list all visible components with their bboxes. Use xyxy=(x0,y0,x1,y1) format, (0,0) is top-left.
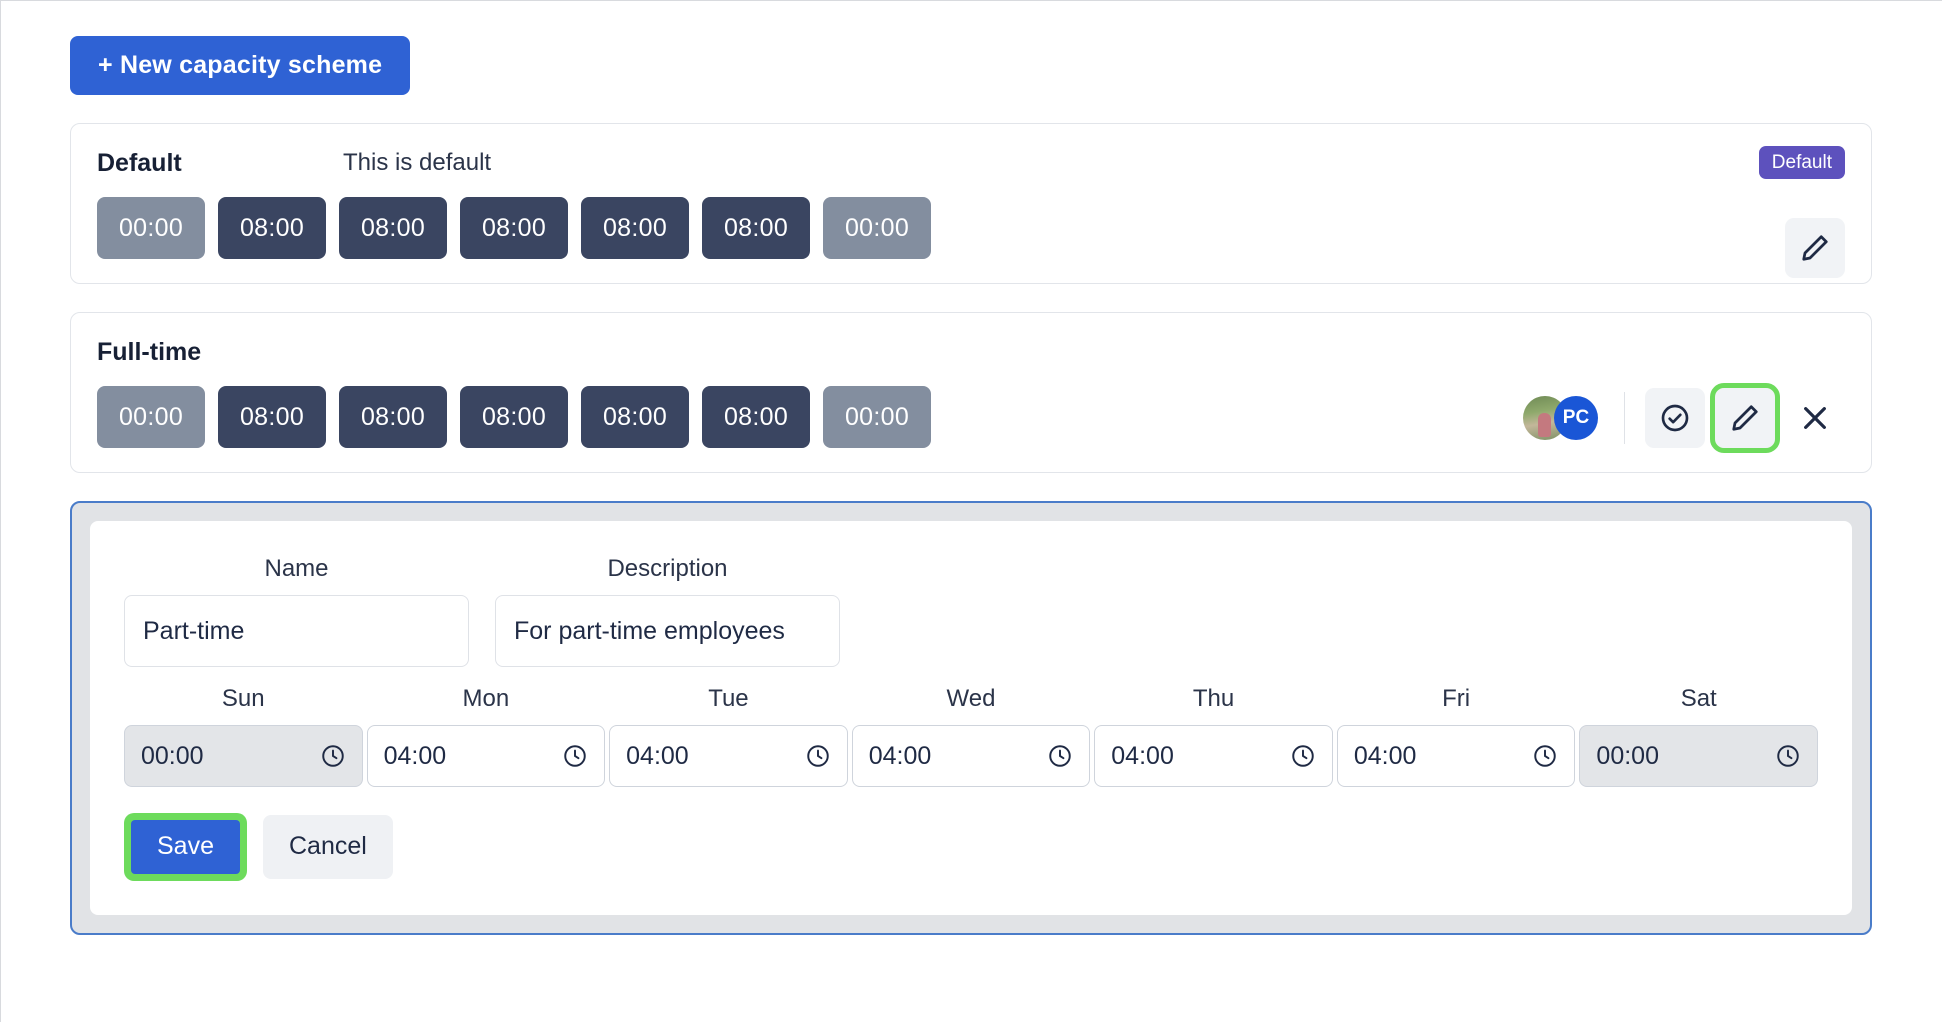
time-value: 04:00 xyxy=(868,741,932,770)
clock-icon[interactable] xyxy=(1047,743,1073,769)
capacity-chip: 08:00 xyxy=(339,386,447,448)
save-button-highlight: Save xyxy=(124,813,247,881)
form-action-buttons: Save Cancel xyxy=(124,813,1818,881)
day-label: Sat xyxy=(1680,685,1717,712)
scheme-header: Default This is default xyxy=(97,146,1845,180)
page-left-border xyxy=(0,0,1,1022)
time-value: 04:00 xyxy=(1111,741,1174,770)
capacity-chip: 08:00 xyxy=(581,386,689,448)
day-label: Wed xyxy=(946,685,996,712)
clock-icon[interactable] xyxy=(320,743,346,769)
scheme-edit-panel: Name Description Sun 00:00 xyxy=(70,501,1872,935)
day-capacity-chips: 00:00 08:00 08:00 08:00 08:00 08:00 00:0… xyxy=(97,197,1845,259)
apply-scheme-button[interactable] xyxy=(1645,388,1705,448)
capacity-chip: 08:00 xyxy=(702,386,810,448)
name-label: Name xyxy=(264,555,329,582)
day-column-tue: Tue 04:00 xyxy=(609,685,848,787)
scheme-header: Full-time xyxy=(97,335,1845,369)
capacity-chip: 08:00 xyxy=(460,197,568,259)
clock-icon[interactable] xyxy=(1290,743,1316,769)
close-icon xyxy=(1799,402,1831,434)
capacity-chip: 00:00 xyxy=(823,197,931,259)
time-input-sat[interactable]: 00:00 xyxy=(1579,725,1818,787)
day-column-wed: Wed 04:00 xyxy=(851,685,1091,787)
clock-icon[interactable] xyxy=(562,743,588,769)
save-button[interactable]: Save xyxy=(131,820,240,874)
capacity-chip: 08:00 xyxy=(702,197,810,259)
time-input-thu[interactable]: 04:00 xyxy=(1094,725,1333,787)
day-column-fri: Fri 04:00 xyxy=(1336,685,1576,787)
scheme-description: This is default xyxy=(343,149,492,176)
description-field-group: Description xyxy=(495,555,840,667)
capacity-schemes-page: + New capacity scheme Default This is de… xyxy=(70,36,1872,935)
time-input-wed[interactable]: 04:00 xyxy=(851,725,1091,787)
capacity-chip: 08:00 xyxy=(339,197,447,259)
pencil-icon xyxy=(1800,233,1830,263)
capacity-chip: 08:00 xyxy=(218,386,326,448)
edit-scheme-button[interactable] xyxy=(1785,218,1845,278)
scheme-row-controls: PC xyxy=(1523,383,1845,453)
name-field-group: Name xyxy=(124,555,469,667)
capacity-chip: 00:00 xyxy=(97,197,205,259)
default-status-badge: Default xyxy=(1758,146,1845,179)
assigned-users-avatars[interactable]: PC xyxy=(1523,396,1598,440)
time-input-fri[interactable]: 04:00 xyxy=(1336,725,1576,787)
day-label: Mon xyxy=(462,685,510,712)
time-value: 04:00 xyxy=(626,741,689,770)
clock-icon[interactable] xyxy=(1532,743,1558,769)
capacity-chip: 08:00 xyxy=(218,197,326,259)
day-label: Fri xyxy=(1442,685,1471,712)
day-label: Tue xyxy=(708,685,749,712)
clock-icon[interactable] xyxy=(805,743,831,769)
name-input[interactable] xyxy=(124,595,469,667)
cancel-button[interactable]: Cancel xyxy=(262,815,393,879)
clock-icon[interactable] xyxy=(1775,743,1801,769)
time-value: 04:00 xyxy=(1353,741,1417,770)
day-label: Thu xyxy=(1192,685,1235,712)
time-input-tue[interactable]: 04:00 xyxy=(609,725,848,787)
day-column-sun: Sun 00:00 xyxy=(124,685,363,787)
weekday-capacity-grid: Sun 00:00 Mon 04:00 xyxy=(124,685,1818,787)
day-column-thu: Thu 04:00 xyxy=(1094,685,1333,787)
scheme-edit-form: Name Description Sun 00:00 xyxy=(90,521,1852,915)
check-circle-icon xyxy=(1659,402,1691,434)
time-value: 00:00 xyxy=(1596,741,1659,770)
controls-divider xyxy=(1624,392,1625,444)
scheme-action-buttons xyxy=(1645,383,1845,453)
edit-scheme-button[interactable] xyxy=(1710,383,1780,453)
delete-scheme-button[interactable] xyxy=(1785,388,1845,448)
capacity-chip: 00:00 xyxy=(97,386,205,448)
scheme-name: Full-time xyxy=(97,337,202,366)
time-value: 00:00 xyxy=(141,741,204,770)
day-column-mon: Mon 04:00 xyxy=(366,685,606,787)
page-top-border xyxy=(0,0,1942,1)
form-text-fields: Name Description xyxy=(124,555,1818,667)
day-column-sat: Sat 00:00 xyxy=(1579,685,1818,787)
scheme-card-default: Default This is default 00:00 08:00 08:0… xyxy=(70,123,1872,284)
scheme-card-full-time: Full-time 00:00 08:00 08:00 08:00 08:00 … xyxy=(70,312,1872,473)
scheme-name: Default xyxy=(97,148,182,177)
day-capacity-chips: 00:00 08:00 08:00 08:00 08:00 08:00 00:0… xyxy=(97,386,1845,448)
time-input-sun[interactable]: 00:00 xyxy=(124,725,363,787)
avatar[interactable]: PC xyxy=(1554,396,1598,440)
description-input[interactable] xyxy=(495,595,840,667)
description-label: Description xyxy=(607,555,728,582)
new-capacity-scheme-button[interactable]: + New capacity scheme xyxy=(70,36,411,95)
capacity-chip: 08:00 xyxy=(581,197,689,259)
capacity-chip: 00:00 xyxy=(823,386,931,448)
capacity-chip: 08:00 xyxy=(460,386,568,448)
pencil-icon xyxy=(1730,403,1760,433)
time-value: 04:00 xyxy=(383,741,447,770)
time-input-mon[interactable]: 04:00 xyxy=(366,725,606,787)
day-label: Sun xyxy=(221,685,265,712)
